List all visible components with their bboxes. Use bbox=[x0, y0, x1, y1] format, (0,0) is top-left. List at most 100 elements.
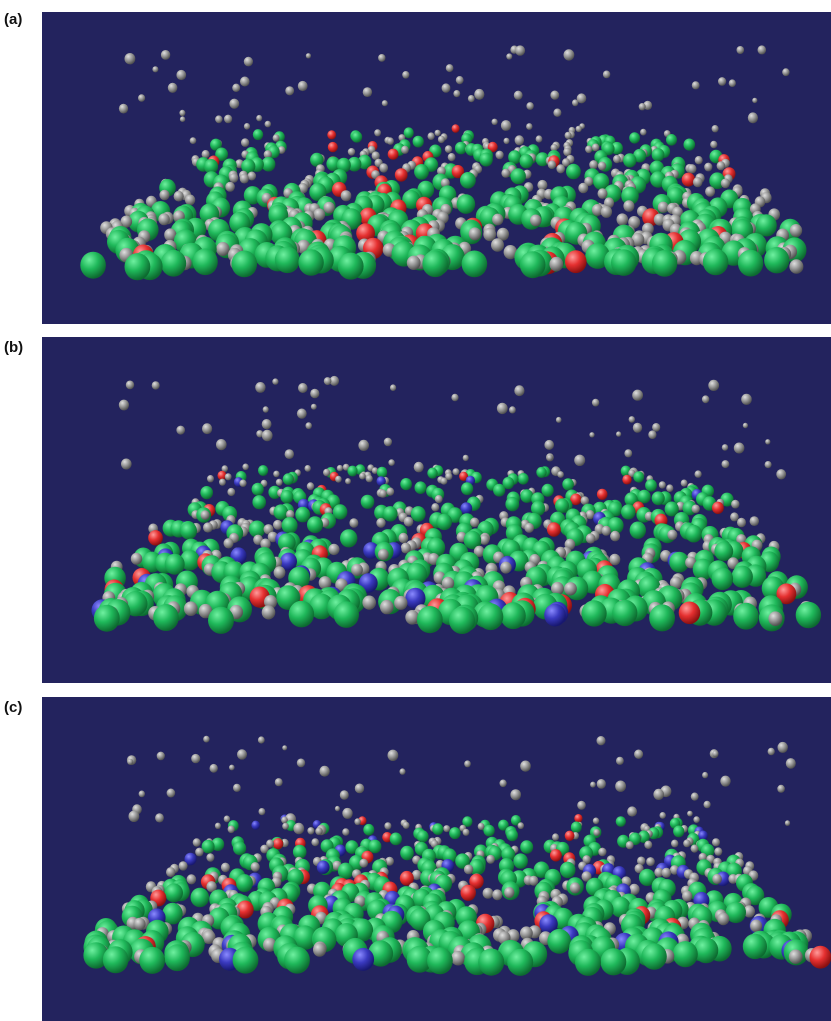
gray-sphere bbox=[119, 400, 129, 411]
gray-sphere bbox=[229, 99, 239, 109]
green-sphere bbox=[94, 605, 120, 632]
red-sphere bbox=[597, 489, 608, 500]
green-sphere bbox=[457, 194, 476, 214]
gray-sphere bbox=[695, 156, 703, 164]
gray-sphere bbox=[306, 53, 311, 58]
red-sphere bbox=[810, 946, 831, 969]
gray-sphere bbox=[574, 455, 585, 466]
gray-sphere bbox=[310, 389, 319, 399]
gray-sphere bbox=[506, 53, 512, 59]
gray-sphere bbox=[786, 758, 796, 769]
gray-sphere bbox=[617, 213, 629, 225]
gray-sphere bbox=[662, 868, 672, 878]
green-sphere bbox=[415, 481, 427, 494]
gray-sphere bbox=[640, 129, 646, 136]
green-sphere bbox=[258, 465, 268, 476]
gray-sphere bbox=[598, 848, 606, 857]
gray-sphere bbox=[232, 84, 240, 92]
gray-sphere bbox=[438, 136, 445, 143]
green-sphere bbox=[796, 602, 821, 629]
gray-sphere bbox=[126, 381, 134, 390]
green-sphere bbox=[153, 604, 179, 631]
green-sphere bbox=[611, 249, 636, 276]
gray-sphere bbox=[293, 823, 304, 834]
gray-sphere bbox=[572, 99, 578, 106]
green-sphere bbox=[518, 473, 529, 485]
gray-sphere bbox=[376, 518, 385, 528]
green-sphere bbox=[764, 247, 789, 273]
gray-sphere bbox=[524, 523, 534, 533]
green-sphere bbox=[520, 840, 533, 854]
gray-sphere bbox=[692, 81, 700, 89]
gray-sphere bbox=[483, 888, 494, 899]
green-sphere bbox=[743, 934, 767, 959]
gray-sphere bbox=[765, 461, 772, 468]
gray-sphere bbox=[210, 764, 218, 773]
gray-sphere bbox=[712, 751, 718, 758]
gray-sphere bbox=[443, 825, 450, 832]
green-sphere bbox=[436, 514, 452, 530]
gray-sphere bbox=[712, 874, 722, 884]
gray-sphere bbox=[255, 382, 265, 393]
gray-sphere bbox=[702, 395, 709, 403]
green-sphere bbox=[449, 607, 475, 634]
gray-sphere bbox=[387, 137, 394, 144]
gray-sphere bbox=[750, 516, 759, 526]
green-sphere bbox=[363, 824, 374, 836]
green-sphere bbox=[284, 947, 310, 974]
green-sphere bbox=[641, 943, 666, 970]
green-sphere bbox=[334, 601, 359, 628]
red-sphere bbox=[452, 124, 460, 133]
gray-sphere bbox=[463, 455, 469, 461]
green-sphere bbox=[347, 466, 357, 477]
gray-sphere bbox=[282, 745, 287, 750]
gray-sphere bbox=[313, 208, 325, 220]
gray-sphere bbox=[152, 66, 158, 72]
gray-sphere bbox=[721, 179, 730, 189]
gray-sphere bbox=[241, 138, 249, 147]
gray-sphere bbox=[262, 605, 276, 619]
gray-sphere bbox=[138, 94, 145, 102]
gray-sphere bbox=[501, 120, 511, 131]
gray-sphere bbox=[453, 468, 460, 475]
gray-sphere bbox=[451, 951, 465, 966]
gray-sphere bbox=[337, 465, 343, 471]
gray-sphere bbox=[242, 464, 248, 471]
gray-sphere bbox=[708, 380, 719, 391]
gray-sphere bbox=[570, 882, 581, 893]
gray-sphere bbox=[229, 765, 235, 771]
gray-sphere bbox=[776, 469, 786, 479]
gray-sphere bbox=[634, 750, 643, 759]
gray-sphere bbox=[778, 742, 788, 753]
gray-sphere bbox=[139, 791, 145, 798]
gray-sphere bbox=[691, 793, 699, 801]
green-sphere bbox=[274, 504, 289, 519]
gray-sphere bbox=[729, 79, 736, 87]
gray-sphere bbox=[722, 460, 730, 468]
gray-sphere bbox=[233, 784, 241, 792]
gray-sphere bbox=[526, 123, 532, 130]
green-sphere bbox=[633, 471, 644, 482]
gray-sphere bbox=[624, 449, 632, 457]
gray-sphere bbox=[589, 160, 598, 169]
gray-sphere bbox=[565, 132, 572, 139]
green-sphere bbox=[493, 484, 505, 497]
green-sphere bbox=[461, 482, 473, 495]
gray-sphere bbox=[553, 109, 561, 117]
red-sphere bbox=[574, 814, 582, 823]
gray-sphere bbox=[244, 123, 250, 130]
gray-sphere bbox=[305, 465, 311, 472]
gray-sphere bbox=[653, 789, 664, 800]
blue-sphere bbox=[317, 861, 330, 874]
gray-sphere bbox=[592, 399, 599, 407]
green-sphere bbox=[232, 251, 258, 278]
gray-sphere bbox=[737, 46, 745, 54]
gray-sphere bbox=[185, 195, 195, 206]
green-sphere bbox=[712, 568, 734, 591]
gray-sphere bbox=[590, 782, 596, 788]
gray-sphere bbox=[404, 517, 414, 527]
gray-sphere bbox=[354, 818, 360, 825]
gray-sphere bbox=[329, 544, 340, 555]
gray-sphere bbox=[750, 920, 762, 933]
green-sphere bbox=[629, 132, 640, 143]
